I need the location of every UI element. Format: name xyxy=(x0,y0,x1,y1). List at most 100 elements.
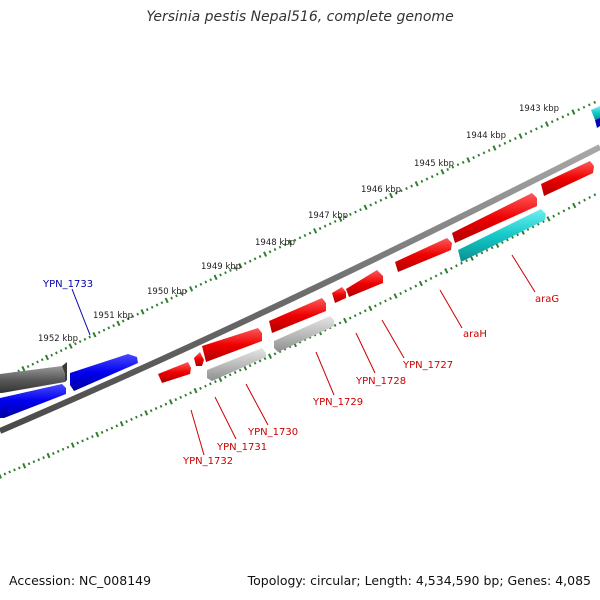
inner-tick xyxy=(66,445,70,449)
outer-tick xyxy=(74,342,77,346)
gene-dark-forward[interactable] xyxy=(0,362,67,393)
inner-tick xyxy=(333,323,337,327)
inner-tick xyxy=(485,248,489,252)
inner-tick xyxy=(343,317,348,324)
outer-tick xyxy=(21,365,26,372)
gene-label-arag[interactable]: araG xyxy=(535,294,559,305)
inner-tick xyxy=(379,301,382,305)
outer-tick xyxy=(503,141,507,145)
outer-tick xyxy=(97,331,101,334)
outer-tick xyxy=(550,120,554,124)
inner-tick xyxy=(8,470,11,474)
leader-arag xyxy=(511,254,536,293)
gene-label-ypn-1727[interactable]: YPN_1727 xyxy=(402,360,453,371)
outer-tick xyxy=(83,337,87,341)
inner-tick xyxy=(475,254,479,257)
inner-tick xyxy=(130,417,133,421)
outer-tick xyxy=(524,132,528,136)
gene-cyan-1943[interactable] xyxy=(591,106,600,128)
leader-arah xyxy=(439,289,463,329)
inner-tick xyxy=(338,321,342,325)
outer-tick xyxy=(273,248,277,251)
gene-label-ypn-1730[interactable]: YPN_1730 xyxy=(247,427,298,438)
outer-tick xyxy=(278,245,282,249)
outer-tick xyxy=(556,117,559,121)
gene-ypn-1730[interactable] xyxy=(202,328,262,362)
gene-label-arah[interactable]: araH xyxy=(463,329,487,340)
inner-tick xyxy=(233,371,237,374)
inner-tick xyxy=(399,292,402,295)
inner-tick xyxy=(218,376,223,383)
gene-ypn-1729-gray[interactable] xyxy=(274,316,334,352)
inner-tick xyxy=(42,456,45,460)
outer-tick xyxy=(112,324,115,328)
gene-ypn-1729[interactable] xyxy=(269,298,326,333)
outer-tick xyxy=(384,196,388,200)
outer-tick xyxy=(359,208,362,212)
inner-tick xyxy=(110,426,114,430)
outer-tick xyxy=(571,109,576,115)
gene-ypn-1733-forward[interactable] xyxy=(70,354,138,391)
gene-ypn-1728[interactable] xyxy=(346,270,383,297)
outer-tick xyxy=(566,113,570,116)
scale-label-1947: 1947 kbp xyxy=(308,211,348,221)
inner-tick xyxy=(13,468,16,472)
outer-tick xyxy=(64,346,68,350)
gene-arag[interactable] xyxy=(541,161,594,196)
gene-arah-cyan[interactable] xyxy=(458,209,546,262)
inner-tick xyxy=(27,462,31,466)
gene-ypn-1732[interactable] xyxy=(158,362,191,383)
outer-tick xyxy=(107,326,111,330)
gene-label-ypn-1732[interactable]: YPN_1732 xyxy=(182,456,233,467)
gene-ypn-1731[interactable] xyxy=(194,352,204,366)
gene-blue-reverse[interactable] xyxy=(0,384,66,418)
inner-tick xyxy=(511,235,514,239)
inner-tick xyxy=(353,314,357,318)
outer-tick xyxy=(587,103,591,107)
gene-label-ypn-1733[interactable]: YPN_1733 xyxy=(42,279,93,290)
inner-tick xyxy=(199,386,202,390)
inner-tick xyxy=(214,380,217,384)
inner-tick xyxy=(588,195,591,199)
leader-ypn-1733 xyxy=(71,288,91,336)
outer-tick xyxy=(430,175,434,179)
gene-label-ypn-1729[interactable]: YPN_1729 xyxy=(312,397,363,408)
gene-ypn-1728a[interactable] xyxy=(332,287,346,303)
topology-text: Topology: circular; Length: 4,534,590 bp… xyxy=(247,573,591,588)
outer-tick xyxy=(498,144,502,148)
inner-tick xyxy=(373,304,377,308)
outer-tick xyxy=(410,184,413,188)
outer-tick xyxy=(435,172,439,176)
inner-tick xyxy=(149,409,153,413)
inner-tick xyxy=(583,198,586,202)
inner-tick xyxy=(56,449,60,453)
outer-tick xyxy=(313,228,318,234)
outer-tick xyxy=(224,271,227,275)
outer-tick xyxy=(379,198,383,202)
outer-tick xyxy=(303,234,307,237)
scale-label-1943: 1943 kbp xyxy=(519,104,559,114)
reverse-strand-genes xyxy=(0,161,594,418)
inner-tick xyxy=(223,375,227,379)
outer-tick xyxy=(466,157,471,163)
outer-tick xyxy=(194,285,198,289)
outer-tick xyxy=(68,343,73,349)
inner-tick xyxy=(358,311,362,315)
inner-tick xyxy=(444,268,449,274)
outer-tick xyxy=(293,238,297,242)
inner-tick xyxy=(3,472,7,476)
inner-tick xyxy=(81,439,84,443)
gene-ypn-1727[interactable] xyxy=(395,238,452,272)
gene-label-ypn-1728[interactable]: YPN_1728 xyxy=(355,376,406,387)
outer-tick xyxy=(399,189,403,193)
gene-ypn-1730-gray[interactable] xyxy=(207,348,266,381)
leader-ypn-1728 xyxy=(355,332,376,374)
outer-tick xyxy=(136,312,140,316)
inner-tick xyxy=(76,441,80,445)
outer-tick xyxy=(338,216,343,222)
gene-label-ypn-1731[interactable]: YPN_1731 xyxy=(216,442,267,453)
gene-arah[interactable] xyxy=(452,193,537,243)
inner-tick xyxy=(567,206,571,210)
outer-tick xyxy=(287,239,293,246)
inner-tick xyxy=(414,284,418,288)
